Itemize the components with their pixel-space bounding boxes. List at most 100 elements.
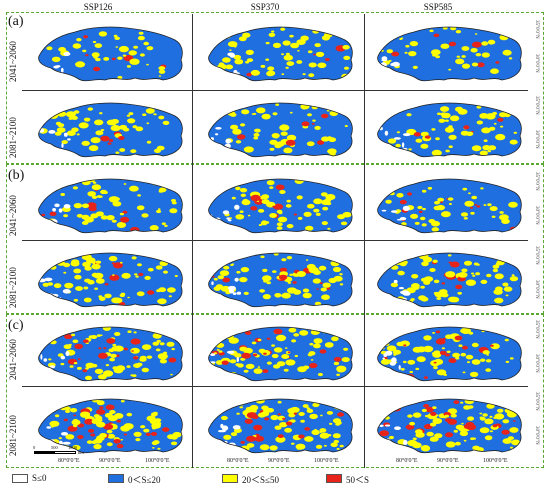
class-patch bbox=[465, 279, 476, 286]
class-patch bbox=[490, 344, 494, 347]
class-patch bbox=[431, 227, 439, 232]
class-patch bbox=[289, 111, 293, 114]
lon-tick-label: 80°0'0"E bbox=[227, 458, 249, 464]
class-patch bbox=[71, 333, 76, 337]
class-patch bbox=[304, 427, 311, 431]
class-patch bbox=[272, 270, 277, 273]
class-patch bbox=[444, 126, 455, 133]
class-patch bbox=[500, 125, 504, 128]
class-patch bbox=[145, 432, 151, 436]
class-patch bbox=[65, 111, 76, 118]
map-b-ssp126-2041 bbox=[38, 178, 183, 234]
class-patch bbox=[240, 188, 248, 193]
class-patch bbox=[218, 337, 222, 340]
class-patch bbox=[162, 120, 170, 125]
class-patch bbox=[510, 333, 513, 336]
class-patch bbox=[412, 437, 417, 441]
class-patch bbox=[113, 345, 124, 352]
class-patch bbox=[291, 442, 295, 445]
class-patch bbox=[170, 373, 173, 376]
class-patch bbox=[49, 211, 57, 216]
class-patch bbox=[281, 258, 287, 262]
class-patch bbox=[487, 203, 492, 207]
class-patch bbox=[471, 62, 479, 67]
class-patch bbox=[167, 287, 176, 293]
class-patch bbox=[130, 149, 137, 154]
class-patch bbox=[319, 349, 327, 354]
class-patch bbox=[461, 46, 470, 51]
class-patch bbox=[56, 127, 66, 133]
class-patch bbox=[432, 259, 438, 263]
class-patch bbox=[98, 31, 108, 37]
class-patch bbox=[127, 118, 136, 124]
class-patch bbox=[95, 278, 105, 284]
lon-tick-label: 100°0'0"E bbox=[483, 458, 508, 464]
class-patch bbox=[513, 131, 517, 134]
lat-tick-label: 30°0'0"N bbox=[534, 130, 539, 149]
class-patch bbox=[508, 57, 513, 60]
class-patch bbox=[429, 268, 436, 272]
nodata-patch bbox=[227, 350, 235, 354]
class-patch bbox=[426, 431, 434, 437]
class-patch bbox=[273, 328, 283, 335]
class-patch bbox=[405, 424, 415, 430]
class-patch bbox=[246, 443, 255, 448]
class-patch bbox=[336, 366, 346, 373]
class-patch bbox=[84, 266, 92, 271]
nodata-patch bbox=[45, 68, 51, 74]
class-patch bbox=[105, 364, 110, 367]
class-patch bbox=[119, 212, 124, 216]
class-patch bbox=[159, 342, 165, 346]
class-patch bbox=[422, 137, 426, 139]
class-patch bbox=[152, 447, 155, 449]
class-patch bbox=[401, 179, 410, 183]
class-patch bbox=[302, 73, 306, 76]
class-patch bbox=[339, 444, 344, 448]
class-patch bbox=[472, 445, 480, 451]
panel-letter-c: (c) bbox=[8, 318, 24, 333]
class-patch bbox=[395, 143, 401, 148]
nodata-patch bbox=[399, 217, 407, 221]
class-patch bbox=[242, 32, 251, 38]
class-patch bbox=[145, 108, 155, 114]
map-b-ssp585-2081 bbox=[377, 252, 522, 308]
class-patch bbox=[72, 43, 82, 49]
class-patch bbox=[481, 52, 490, 58]
class-patch bbox=[141, 367, 149, 373]
class-patch bbox=[100, 135, 110, 142]
class-patch bbox=[137, 35, 145, 41]
class-patch bbox=[233, 54, 242, 60]
class-patch bbox=[77, 423, 85, 428]
class-patch bbox=[269, 186, 274, 189]
lat-tick-label: 30°0'0"N bbox=[534, 426, 539, 445]
class-patch bbox=[291, 339, 297, 343]
nodata-patch bbox=[384, 130, 389, 136]
class-patch bbox=[158, 66, 166, 71]
class-patch bbox=[427, 186, 433, 190]
class-patch bbox=[158, 75, 162, 77]
class-patch bbox=[120, 400, 125, 403]
class-patch bbox=[260, 64, 266, 68]
class-patch bbox=[130, 374, 134, 377]
nodata-patch bbox=[232, 292, 237, 295]
class-patch bbox=[157, 208, 161, 211]
class-patch bbox=[390, 226, 395, 230]
nodata-patch bbox=[210, 353, 216, 356]
class-patch bbox=[463, 405, 471, 410]
nodata-patch bbox=[61, 432, 68, 436]
class-patch bbox=[389, 191, 395, 196]
class-patch bbox=[492, 103, 501, 107]
class-patch bbox=[127, 330, 132, 333]
class-patch bbox=[262, 369, 269, 373]
class-patch bbox=[471, 359, 481, 365]
class-patch bbox=[51, 56, 61, 62]
class-patch bbox=[109, 410, 116, 414]
class-patch bbox=[116, 365, 126, 372]
class-patch bbox=[492, 424, 498, 428]
class-patch bbox=[65, 409, 71, 413]
class-patch bbox=[296, 60, 303, 64]
class-patch bbox=[159, 179, 166, 183]
class-patch bbox=[479, 150, 488, 156]
class-patch bbox=[463, 217, 468, 220]
class-patch bbox=[396, 341, 404, 347]
